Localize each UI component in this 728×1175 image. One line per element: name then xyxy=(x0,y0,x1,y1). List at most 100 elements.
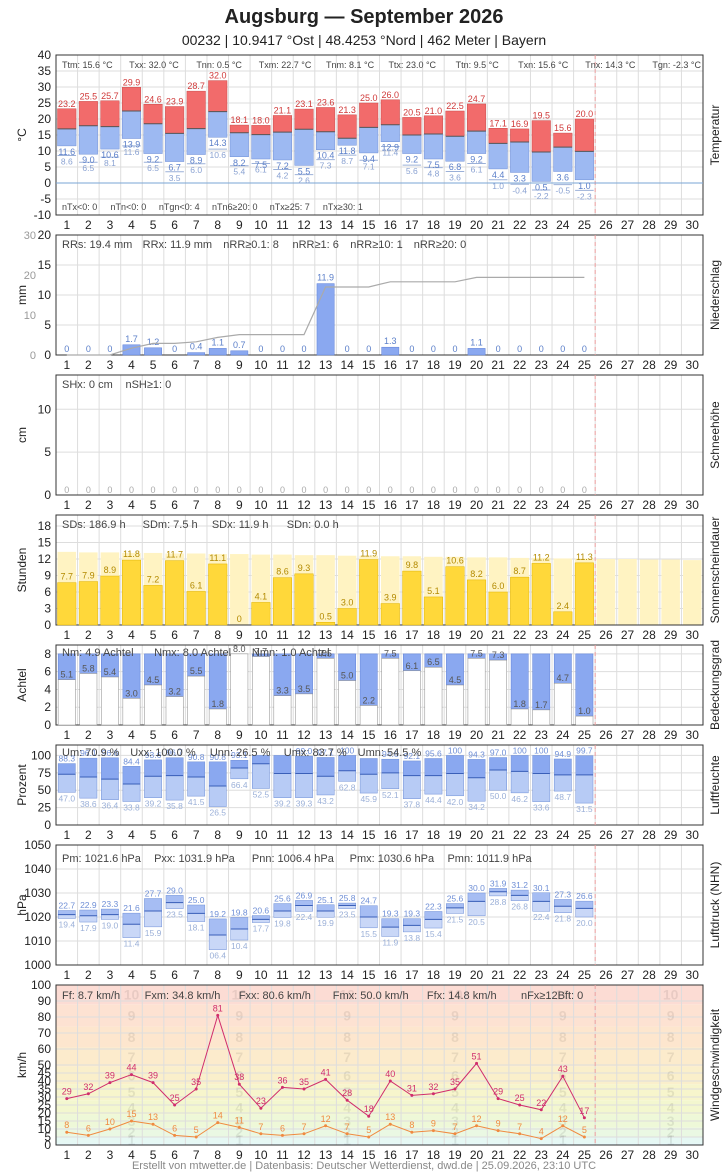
x-tick-label: 19 xyxy=(448,628,462,642)
beaufort-label: 9 xyxy=(235,1007,243,1023)
y-tick-label: 30 xyxy=(38,80,52,94)
humidity-upper-bar xyxy=(381,758,400,774)
cloud-label: 7.3 xyxy=(492,650,505,660)
pressure-lower-bar xyxy=(489,891,507,897)
y-tick-label: 75 xyxy=(38,766,52,780)
x-tick-label: 17 xyxy=(405,628,419,642)
pressure-upper-bar xyxy=(575,900,594,909)
pressure-max-label: 21.6 xyxy=(123,903,140,913)
pressure-min-label: 10.4 xyxy=(231,941,248,951)
tmax-bar xyxy=(531,120,551,153)
y-tick-label: 15 xyxy=(38,1114,52,1128)
x-tick-label: 11 xyxy=(276,728,289,742)
humidity-lower-bar xyxy=(122,783,141,802)
stat-label: Nmn: 1.0 Achtel xyxy=(252,647,330,659)
stat-label: Fxm: 34.8 km/h xyxy=(145,990,221,1002)
y-tick-label: 6 xyxy=(44,665,51,679)
plot-frame xyxy=(55,374,704,496)
stat-label: nRR≥10: 1 xyxy=(350,239,403,251)
x-tick-label: 17 xyxy=(405,1148,419,1162)
humidity-upper-bar xyxy=(402,760,421,776)
y-tick-label: 0 xyxy=(44,618,51,632)
tgn-label: 6.1 xyxy=(471,164,483,174)
x-tick-label: 30 xyxy=(686,218,700,232)
tmax-bar xyxy=(445,110,465,137)
x-tick-label: 14 xyxy=(340,358,354,372)
wind-mean-label: 14 xyxy=(213,1111,223,1121)
x-tick-label: 23 xyxy=(535,828,549,842)
wind-mean-label: 5 xyxy=(582,1125,587,1135)
x-tick-label: 21 xyxy=(491,358,505,372)
x-tick-label: 21 xyxy=(491,218,505,232)
tgn-label: 6.0 xyxy=(190,165,202,175)
tmax-bar xyxy=(229,124,249,134)
stat-label: Ttm: 15.6 °C xyxy=(62,60,113,70)
sun-label: 3.9 xyxy=(384,593,397,603)
x-tick-label: 3 xyxy=(107,628,114,642)
pressure-upper-bar xyxy=(252,915,270,920)
pressure-max-label: 19.2 xyxy=(209,909,226,919)
tmin-label: 9.4 xyxy=(362,154,375,164)
pressure-min-label: 28.8 xyxy=(490,897,507,907)
humidity-lower-bar xyxy=(79,776,98,799)
beaufort-label: 5 xyxy=(451,1084,459,1100)
x-tick-label: 4 xyxy=(128,1148,135,1162)
sun-label: 8.6 xyxy=(276,567,289,577)
pressure-max-label: 26.6 xyxy=(576,891,593,901)
tgn-label: -2.3 xyxy=(577,191,592,201)
pressure-max-label: 27.7 xyxy=(145,889,162,899)
x-tick-label: 24 xyxy=(556,828,570,842)
pressure-upper-bar xyxy=(165,895,184,903)
x-tick-label: 15 xyxy=(362,828,376,842)
wind-mean-label: 6 xyxy=(280,1123,285,1133)
wind-mean-point xyxy=(216,1121,220,1125)
beaufort-label: 4 xyxy=(451,1099,459,1115)
x-tick-label: 12 xyxy=(297,728,311,742)
cloud-label: 5.0 xyxy=(341,671,354,681)
cloud-label: 1.8 xyxy=(211,699,224,709)
y-axis-label: Stunden xyxy=(15,548,29,593)
wind-gust-label: 81 xyxy=(213,1003,223,1013)
sun-label: 8.7 xyxy=(513,566,526,576)
rain-label: 0 xyxy=(366,344,371,354)
panel-side-label: Sonnenscheindauer xyxy=(708,517,722,624)
rain-cumulative-line xyxy=(66,276,585,356)
sun-bar xyxy=(78,581,98,626)
humidity-lower-bar xyxy=(553,774,572,792)
tgn-label: 8.6 xyxy=(61,156,73,166)
y-tick-label: 35 xyxy=(38,1082,52,1096)
stat-label: Fxx: 80.6 km/h xyxy=(239,990,311,1002)
pressure-upper-bar xyxy=(101,908,119,915)
snow-label: 0 xyxy=(107,485,112,495)
clear-bar xyxy=(381,658,400,726)
x-tick-label: 2 xyxy=(85,728,92,742)
y-tick-label: 10 xyxy=(38,144,52,158)
sun-label: 5.1 xyxy=(427,586,440,596)
x-tick-label: 26 xyxy=(599,628,613,642)
humidity-max-label: 100 xyxy=(448,745,462,755)
x-tick-label: 20 xyxy=(470,628,484,642)
wind-mean-point xyxy=(151,1122,155,1126)
tmax-bar xyxy=(165,106,185,134)
x-tick-label: 13 xyxy=(319,358,333,372)
plot-frame xyxy=(55,744,704,826)
tmin-bar xyxy=(100,126,120,150)
humidity-upper-bar xyxy=(467,759,486,778)
y-tick-label: 15 xyxy=(38,536,52,550)
rain-bar xyxy=(187,352,206,356)
humidity-max-label: 93.1 xyxy=(231,750,248,760)
humidity-lower-bar xyxy=(467,777,486,802)
x-tick-label: 22 xyxy=(513,498,527,512)
x-tick-label: 20 xyxy=(470,1148,484,1162)
y-tick-label: 10 xyxy=(38,1122,52,1136)
beaufort-label: 6 xyxy=(343,1067,351,1083)
sun-possible-bar xyxy=(618,559,637,625)
x-tick-label: 3 xyxy=(107,358,114,372)
tmax-bar xyxy=(272,115,292,133)
humidity-upper-bar xyxy=(187,761,206,778)
wind-mean-label: 7 xyxy=(258,1122,263,1132)
x-tick-label: 9 xyxy=(236,358,243,372)
y2-tick-label: 30 xyxy=(24,230,36,242)
stat-label: nRR≥0.1: 8 xyxy=(223,239,279,251)
rain-bar xyxy=(467,348,486,356)
